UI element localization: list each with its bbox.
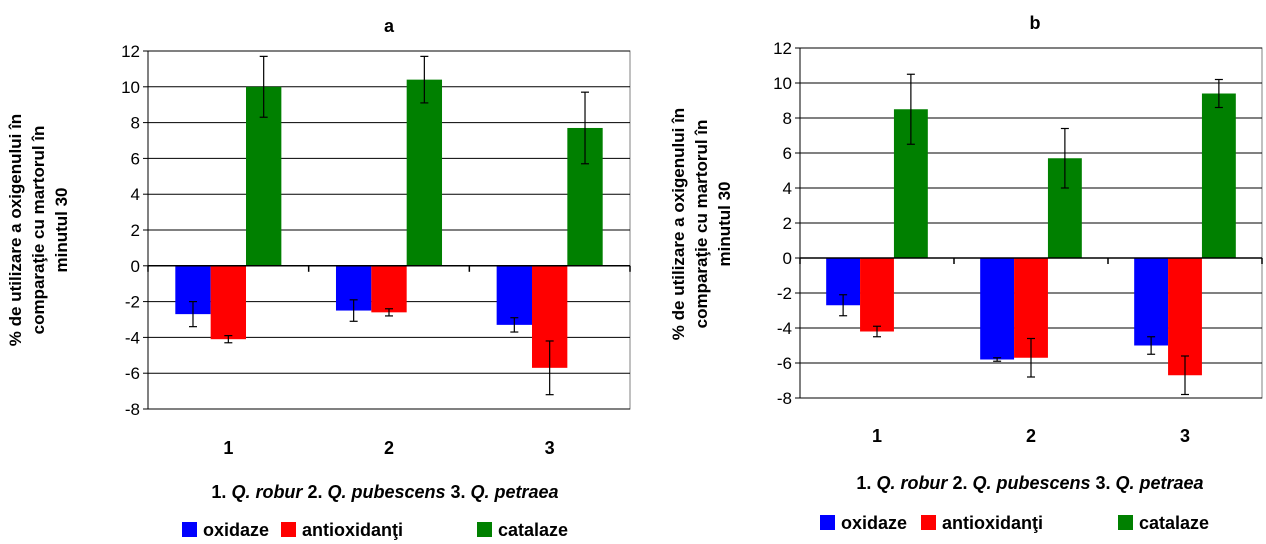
species-caption: 1. Q. robur 2. Q. pubescens 3. Q. petrae… [856,473,1203,493]
y-tick-label: 6 [783,144,792,163]
y-tick-label: -4 [777,319,792,338]
bar [860,258,894,332]
legend-label: oxidaze [841,513,907,533]
chart-title: a [384,16,395,36]
y-axis-label: comparaţie cu martorul în [29,126,48,335]
species-caption: 1. Q. robur 2. Q. pubescens 3. Q. petrae… [211,482,558,502]
species-caption-part: Q. robur [231,482,303,502]
y-tick-label: -8 [125,400,140,419]
bar [371,265,407,313]
species-caption-part: Q. pubescens [327,482,445,502]
species-caption-part: Q. pubescens [972,473,1090,493]
chart-title: b [1030,13,1041,33]
y-axis-label: % de utilizare a oxigenului în [669,108,688,340]
bar [1134,258,1169,346]
x-tick-label: 1 [223,438,233,458]
y-tick-label: 8 [131,114,140,133]
bar [980,258,1015,360]
y-tick-label: 4 [783,179,792,198]
x-tick-label: 3 [545,438,555,458]
bar [496,265,532,325]
legend-swatch [921,515,936,530]
legend-label: antioxidanţi [942,513,1043,533]
y-tick-label: 2 [131,221,140,240]
y-tick-label: 6 [131,149,140,168]
legend-label: antioxidanţi [302,520,403,540]
bar [210,265,247,340]
species-caption-part: 1. [856,473,876,493]
species-caption-part: 3. [446,482,471,502]
bar [1201,93,1236,258]
species-caption-part: Q. petraea [1116,473,1204,493]
y-tick-label: -8 [777,389,792,408]
y-tick-label: 4 [131,185,140,204]
legend-label: oxidaze [203,520,269,540]
legend-swatch [820,515,835,530]
x-tick-label: 3 [1180,426,1190,446]
y-axis-label: minutul 30 [52,187,71,272]
species-caption-part: Q. petraea [471,482,559,502]
y-tick-label: 2 [783,214,792,233]
y-axis-label: minutul 30 [715,181,734,266]
y-tick-label: 10 [773,74,792,93]
species-caption-part: 1. [211,482,231,502]
legend-label: catalaze [1139,513,1209,533]
y-tick-label: -2 [777,284,792,303]
legend-swatch [281,522,296,537]
species-caption-part: 2. [947,473,972,493]
legend-swatch [477,522,492,537]
y-tick-label: 0 [131,257,140,276]
y-tick-label: 0 [783,249,792,268]
y-tick-label: 10 [121,78,140,97]
species-caption-part: 3. [1091,473,1116,493]
legend-swatch [1118,515,1133,530]
legend-swatch [182,522,197,537]
y-tick-label: 12 [773,39,792,58]
y-tick-label: -6 [125,364,140,383]
x-tick-label: 1 [872,426,882,446]
bar [406,79,443,266]
y-tick-label: -6 [777,354,792,373]
y-axis-label: % de utilizare a oxigenului în [6,114,25,346]
y-tick-label: 8 [783,109,792,128]
y-tick-label: -2 [125,293,140,312]
species-caption-part: 2. [302,482,327,502]
y-tick-label: 12 [121,42,140,61]
species-caption-part: Q. robur [876,473,948,493]
y-tick-label: -4 [125,328,140,347]
x-tick-label: 2 [384,438,394,458]
y-axis-label: comparaţie cu martorul în [692,120,711,329]
legend-label: catalaze [498,520,568,540]
x-tick-label: 2 [1026,426,1036,446]
